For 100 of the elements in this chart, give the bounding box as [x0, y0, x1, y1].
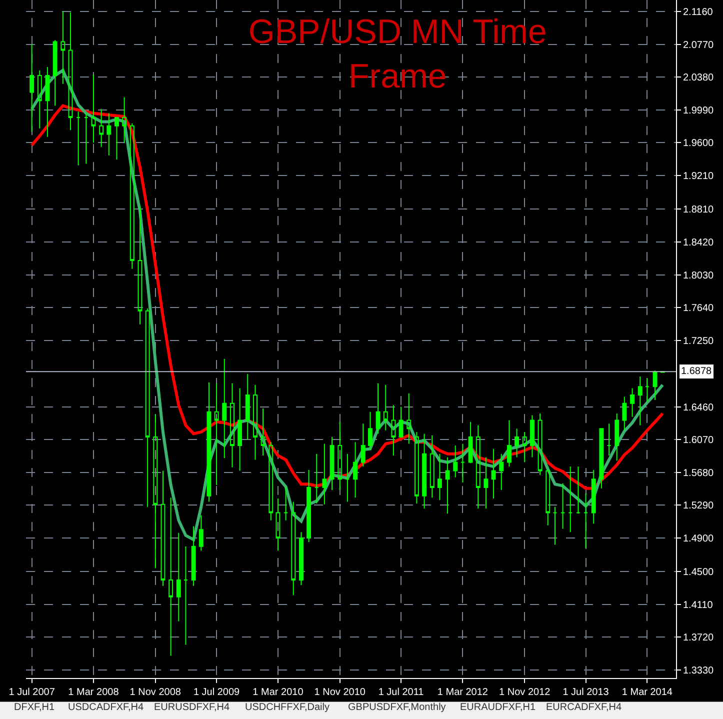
candlestick	[638, 376, 642, 426]
text: USDCADFXF,H4	[68, 702, 144, 713]
y-tick-label: 1.9990	[683, 105, 714, 116]
candlestick	[314, 453, 319, 504]
candlestick	[322, 443, 327, 505]
candlestick	[614, 413, 620, 462]
candlestick	[191, 526, 196, 586]
candlestick	[484, 456, 488, 510]
text: DFXF,H1	[14, 702, 55, 713]
candlestick	[538, 413, 542, 476]
ref-line-label: 1.6878	[681, 366, 712, 377]
candlestick	[238, 388, 242, 472]
candlestick	[391, 404, 396, 456]
candlestick	[106, 112, 112, 156]
candlestick	[122, 96, 127, 144]
candlestick	[84, 112, 88, 164]
candlestick	[360, 423, 366, 467]
candlestick	[268, 442, 274, 521]
text: GBP/USD MN Time Frame	[248, 13, 547, 96]
candlestick	[176, 532, 181, 622]
candlestick	[499, 453, 504, 491]
candlestick	[206, 382, 212, 502]
y-tick-label: 1.3330	[683, 666, 714, 677]
candlestick	[568, 466, 573, 533]
x-tick-label: 1 Mar 2012	[437, 687, 488, 698]
candlestick	[522, 432, 527, 463]
x-tick-label: 1 Nov 2008	[130, 687, 182, 698]
y-tick-label: 1.4110	[683, 600, 714, 611]
candlestick	[644, 378, 650, 402]
candlestick	[252, 384, 258, 460]
candlestick	[114, 116, 119, 160]
candlestick	[376, 382, 380, 434]
candlestick	[552, 506, 558, 546]
candlestick	[198, 514, 204, 552]
candlestick	[630, 388, 635, 418]
candlestick	[546, 469, 550, 526]
candlestick	[460, 443, 465, 483]
candlestick	[476, 424, 480, 510]
candlestick	[622, 396, 627, 431]
candlestick	[45, 66, 50, 138]
candlestick	[437, 453, 442, 501]
candlestick	[291, 501, 296, 596]
candlestick	[506, 420, 512, 467]
y-tick-label: 1.4900	[683, 533, 714, 544]
x-tick-label: 1 Nov 2010	[314, 687, 366, 698]
candlestick	[338, 421, 342, 491]
y-tick-label: 1.8810	[683, 204, 714, 216]
candlestick	[560, 482, 566, 530]
y-tick-label: 2.0380	[683, 72, 714, 84]
y-tick-label: 1.8420	[683, 237, 714, 248]
y-tick-label: 1.6070	[683, 435, 714, 446]
y-tick-label: 1.7250	[683, 336, 714, 347]
candlestick	[153, 414, 158, 569]
candlestick	[168, 497, 174, 656]
candlestick	[591, 469, 596, 524]
candlestick	[183, 546, 188, 646]
candlestick	[99, 108, 104, 148]
candlestick	[222, 358, 227, 459]
candlestick	[398, 406, 404, 438]
candlestick	[430, 434, 434, 498]
candlestick	[330, 436, 334, 491]
candlestick	[414, 432, 419, 504]
candlestick	[345, 453, 350, 502]
x-tick-label: 1 Jul 2007	[8, 687, 56, 698]
candlestick	[76, 111, 81, 166]
candlestick	[368, 411, 372, 450]
candlestick	[652, 370, 658, 401]
x-tick-label: 1 Nov 2012	[499, 687, 551, 698]
candlestick	[276, 498, 280, 552]
candlestick	[353, 442, 358, 498]
candlestick	[306, 469, 312, 543]
y-tick-label: 1.5290	[683, 500, 714, 512]
x-tick-label: 1 Mar 2010	[252, 687, 304, 698]
candlestick	[383, 384, 388, 431]
candlestick	[468, 421, 473, 464]
candlestick	[491, 448, 496, 499]
y-tick-label: 1.7640	[683, 303, 714, 314]
candlestick	[584, 492, 588, 549]
y-tick-label: 1.6460	[683, 402, 714, 414]
candlestick	[145, 308, 150, 508]
candlestick	[406, 392, 412, 444]
candlestick	[576, 466, 580, 514]
candlestick	[599, 428, 604, 489]
candlestick	[245, 373, 250, 440]
candlestick	[298, 532, 304, 586]
y-tick-label: 1.5680	[683, 468, 714, 479]
y-tick-label: 1.9210	[683, 171, 714, 182]
text: EURUSDFXF,H4	[154, 702, 230, 713]
x-tick-label: 1 Jul 2013	[562, 687, 610, 698]
text: USDCHFFXF,Daily	[245, 702, 330, 713]
candlestick	[68, 12, 73, 131]
candlestick	[230, 382, 234, 468]
y-tick-label: 1.4500	[683, 567, 714, 578]
x-tick-label: 1 Mar 2014	[622, 687, 673, 698]
candlestick	[37, 70, 42, 129]
x-tick-label: 1 Jul 2011	[378, 687, 424, 698]
candlestick	[530, 414, 534, 458]
y-tick-label: 2.0770	[683, 40, 714, 51]
candlestick	[445, 456, 450, 514]
x-tick-label: 1 Mar 2008	[68, 687, 120, 698]
